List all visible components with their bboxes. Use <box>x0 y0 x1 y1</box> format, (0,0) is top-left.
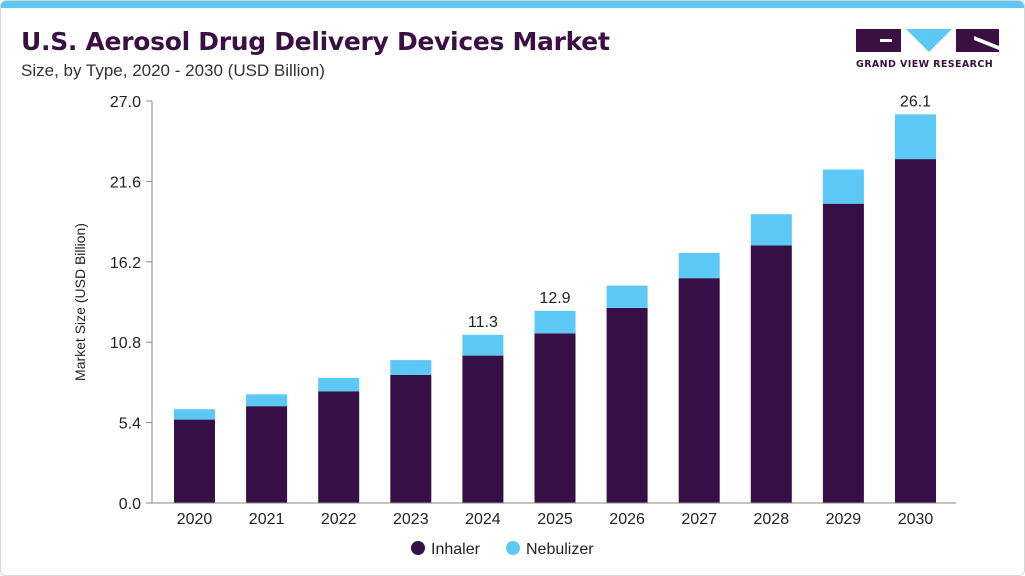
x-tick-label-2029: 2029 <box>826 511 862 528</box>
brand-name: GRAND VIEW RESEARCH <box>856 59 994 70</box>
bar-nebulizer-2030 <box>895 114 936 160</box>
bar-nebulizer-2025 <box>534 310 576 334</box>
data-labels-group: 11.3 12.9 26.1 <box>468 93 931 330</box>
data-label-2025: 12.9 <box>539 290 570 307</box>
x-tick-label-2027: 2027 <box>681 511 717 528</box>
bar-nebulizer-2021 <box>246 394 288 407</box>
y-tick-label-10.8: 10.8 <box>110 335 141 352</box>
y-tick-label-5.4: 5.4 <box>119 416 141 433</box>
bars-group <box>174 114 936 503</box>
x-tick-label-2026: 2026 <box>609 511 645 528</box>
y-tick-label-27.0: 27.0 <box>110 94 141 111</box>
legend-label-nebulizer: Nebulizer <box>526 541 594 558</box>
bar-nebulizer-2027 <box>678 252 720 279</box>
y-tick-label-21.6: 21.6 <box>110 174 141 191</box>
bar-inhaler-2024 <box>462 355 504 503</box>
bar-inhaler-2029 <box>822 203 864 503</box>
bar-nebulizer-2022 <box>318 377 360 392</box>
x-tick-label-2021: 2021 <box>249 511 285 528</box>
x-tick-label-2022: 2022 <box>321 511 357 528</box>
y-tick-label-16.2: 16.2 <box>110 255 141 272</box>
bar-inhaler-2028 <box>750 245 792 503</box>
bar-inhaler-2025 <box>534 333 576 503</box>
legend-swatch-nebulizer <box>506 541 520 555</box>
bar-inhaler-2022 <box>318 391 360 503</box>
data-label-2024: 11.3 <box>468 314 498 331</box>
legend-swatch-inhaler <box>411 541 425 555</box>
grand-view-research-logo: GRAND VIEW RESEARCH <box>856 28 1001 73</box>
x-tick-label-2023: 2023 <box>393 511 429 528</box>
bar-nebulizer-2028 <box>750 214 792 246</box>
bar-nebulizer-2020 <box>174 409 215 420</box>
bar-inhaler-2030 <box>895 159 936 503</box>
x-tick-label-2025: 2025 <box>537 511 573 528</box>
x-tick-label-2030: 2030 <box>898 511 934 528</box>
legend: Inhaler Nebulizer <box>411 541 594 558</box>
gvr-logo-mark <box>856 29 999 52</box>
bar-inhaler-2023 <box>390 375 432 503</box>
chart-subtitle: Size, by Type, 2020 - 2030 (USD Billion) <box>21 61 325 80</box>
bar-inhaler-2027 <box>678 278 720 503</box>
x-tick-label-2028: 2028 <box>754 511 790 528</box>
bar-inhaler-2020 <box>174 419 215 503</box>
x-tick-label-2020: 2020 <box>177 511 213 528</box>
y-axis-title: Market Size (USD Billion) <box>72 223 88 381</box>
chart-title: U.S. Aerosol Drug Delivery Devices Marke… <box>21 27 610 56</box>
bar-nebulizer-2029 <box>822 169 864 204</box>
axes-group: 2020 2021 2022 2023 2024 2025 2026 2027 2028 2029… <box>72 94 956 528</box>
y-tick-label-0.0: 0.0 <box>119 496 141 513</box>
bar-inhaler-2026 <box>606 308 648 503</box>
bar-inhaler-2021 <box>246 406 288 503</box>
x-tick-label-2024: 2024 <box>465 511 501 528</box>
bar-nebulizer-2026 <box>606 285 648 308</box>
bar-nebulizer-2023 <box>390 360 432 375</box>
bar-nebulizer-2024 <box>462 334 504 356</box>
legend-label-inhaler: Inhaler <box>431 541 481 558</box>
data-label-2030: 26.1 <box>900 93 931 110</box>
accent-bar <box>1 1 1024 8</box>
